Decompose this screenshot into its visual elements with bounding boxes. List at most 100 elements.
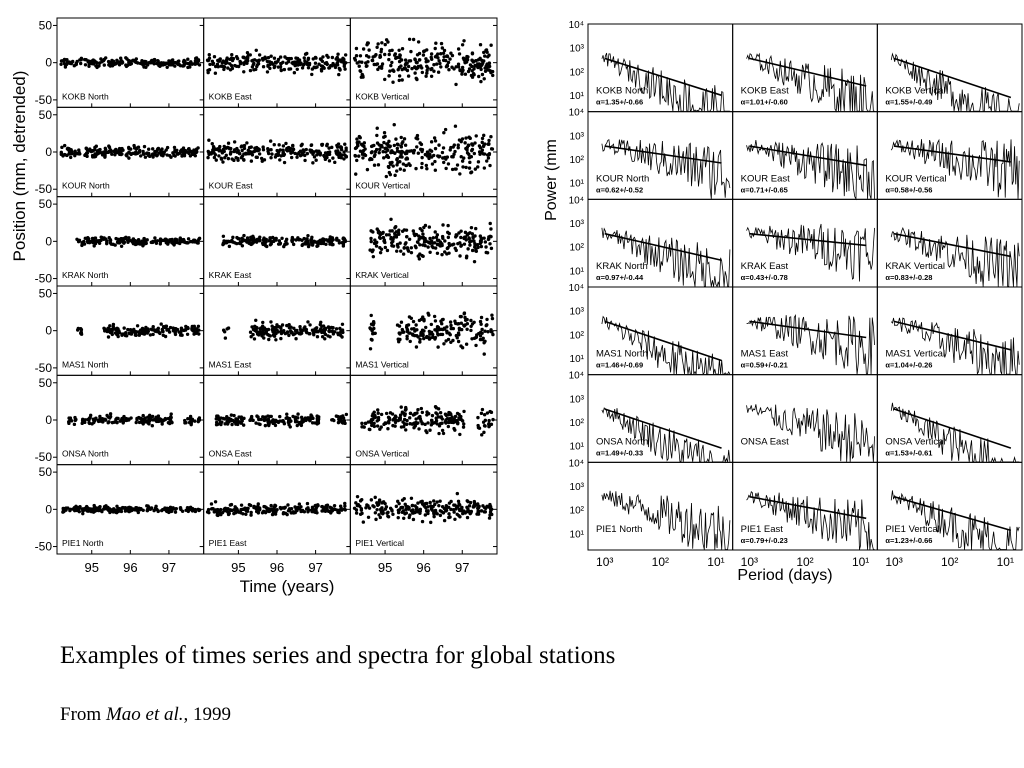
data-point xyxy=(375,133,379,138)
data-point xyxy=(456,339,461,344)
data-point xyxy=(407,162,411,166)
data-point xyxy=(408,339,412,344)
data-point xyxy=(96,149,100,153)
data-point xyxy=(210,142,214,146)
data-point xyxy=(418,509,422,513)
data-point xyxy=(70,149,74,154)
panel-label: KOUR Vertical xyxy=(885,173,946,184)
data-point xyxy=(483,69,488,73)
data-point xyxy=(457,138,462,142)
data-point xyxy=(129,152,133,157)
data-point xyxy=(435,251,440,255)
data-point xyxy=(429,52,434,56)
source-prefix: From xyxy=(60,704,106,725)
data-point xyxy=(330,145,334,150)
data-point xyxy=(314,158,318,162)
data-point xyxy=(433,168,438,172)
data-point xyxy=(431,335,435,339)
data-point xyxy=(229,150,233,154)
data-points xyxy=(368,217,494,264)
data-point xyxy=(151,332,155,337)
data-point xyxy=(206,58,210,63)
data-point xyxy=(181,64,185,68)
data-point xyxy=(306,66,311,70)
data-point xyxy=(236,64,241,69)
data-point xyxy=(443,127,448,132)
data-point xyxy=(315,511,319,515)
data-point xyxy=(441,156,445,160)
data-point xyxy=(147,419,152,423)
data-point xyxy=(124,331,128,335)
data-point xyxy=(355,494,360,499)
data-point xyxy=(282,67,287,72)
data-point xyxy=(396,499,400,504)
y-tick-label: 10³ xyxy=(570,482,585,493)
data-point xyxy=(426,505,430,509)
data-point xyxy=(141,63,145,67)
ts-panel: MAS1 Vertical xyxy=(349,285,498,376)
data-point xyxy=(425,430,429,435)
panel-label: PIE1 Vertical xyxy=(355,538,404,548)
data-point xyxy=(110,62,114,66)
panel-label: MAS1 East xyxy=(209,359,252,369)
data-point xyxy=(193,507,197,512)
data-point xyxy=(487,418,491,423)
data-point xyxy=(152,62,156,66)
data-point xyxy=(285,56,289,61)
data-point xyxy=(227,244,232,249)
data-point xyxy=(112,149,116,154)
data-point xyxy=(386,420,391,424)
data-point xyxy=(344,154,348,159)
data-point xyxy=(206,70,210,75)
fit-line xyxy=(749,320,867,339)
data-point xyxy=(252,238,256,243)
data-point xyxy=(303,416,308,420)
x-tick-label: 10¹ xyxy=(997,555,1014,569)
data-point xyxy=(269,61,274,65)
data-point xyxy=(452,67,456,71)
data-point xyxy=(361,151,365,155)
data-point xyxy=(213,71,218,75)
data-point xyxy=(412,148,417,153)
data-point xyxy=(388,411,393,415)
data-point xyxy=(376,42,380,46)
alpha-label: α=0.62+/-0.52 xyxy=(596,185,643,194)
y-axis-label: Power (mm xyxy=(543,139,560,221)
data-point xyxy=(274,331,278,336)
data-point xyxy=(163,237,168,241)
data-point xyxy=(375,507,379,512)
data-point xyxy=(207,68,212,72)
data-point xyxy=(93,154,98,159)
data-point xyxy=(288,67,293,71)
data-point xyxy=(466,69,471,74)
data-point xyxy=(384,411,389,416)
data-point xyxy=(386,515,391,519)
data-point xyxy=(364,61,368,65)
data-point xyxy=(148,333,153,337)
data-point xyxy=(304,147,308,152)
data-point xyxy=(355,158,359,163)
data-point xyxy=(165,153,169,157)
data-point xyxy=(390,243,394,248)
data-point xyxy=(104,150,108,155)
data-point xyxy=(420,66,424,70)
data-point xyxy=(387,233,391,237)
data-point xyxy=(261,148,266,152)
data-point xyxy=(156,147,160,151)
spectrum-line xyxy=(601,227,731,288)
data-point xyxy=(415,137,420,141)
data-point xyxy=(293,505,297,509)
data-point xyxy=(157,417,161,421)
data-point xyxy=(466,143,471,147)
data-point xyxy=(108,510,112,515)
data-point xyxy=(110,420,115,425)
data-point xyxy=(491,417,495,422)
data-points xyxy=(59,143,200,160)
data-point xyxy=(127,236,131,240)
data-point xyxy=(327,159,332,163)
data-point xyxy=(222,239,227,244)
data-point xyxy=(399,145,404,149)
data-point xyxy=(238,152,242,156)
data-point xyxy=(343,142,347,146)
